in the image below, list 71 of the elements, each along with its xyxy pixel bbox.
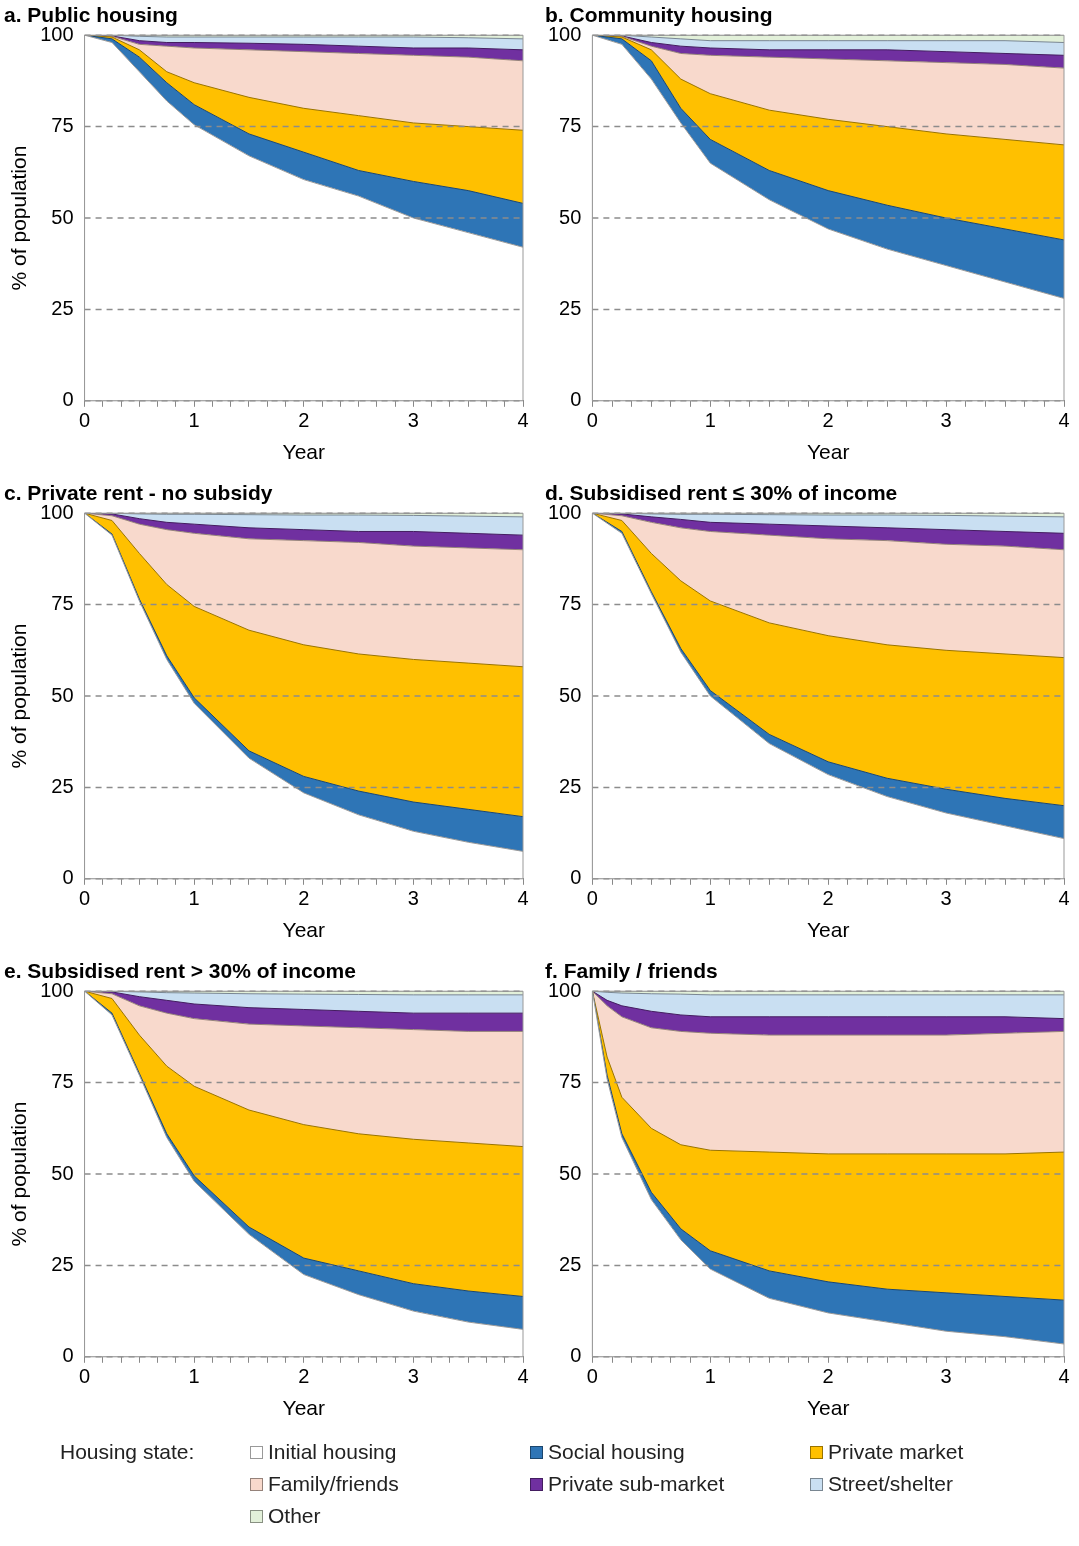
x-tick-label: 1 xyxy=(704,887,716,910)
x-tick-label: 1 xyxy=(188,409,200,432)
x-tick-label: 2 xyxy=(298,1365,310,1388)
x-tick-label: 4 xyxy=(517,1365,529,1388)
x-tick-label: 0 xyxy=(586,887,598,910)
y-tick-label: 0 xyxy=(570,388,582,411)
x-axis-title: Year xyxy=(282,440,325,464)
y-tick-label: 25 xyxy=(559,296,582,319)
x-tick-label: 2 xyxy=(822,1365,834,1388)
legend-label: Street/shelter xyxy=(828,1472,953,1496)
y-tick-label: 25 xyxy=(559,774,582,797)
y-axis-title: % of population xyxy=(7,145,31,291)
x-tick-label: 1 xyxy=(704,1365,716,1388)
y-tick-label: 75 xyxy=(51,114,74,137)
x-tick-label: 2 xyxy=(298,409,310,432)
y-tick-label: 50 xyxy=(559,205,582,228)
x-tick-label: 2 xyxy=(822,409,834,432)
x-tick-label: 4 xyxy=(1058,887,1070,910)
y-tick-label: 25 xyxy=(51,774,74,797)
legend-label: Other xyxy=(268,1504,321,1528)
legend-title: Housing state: xyxy=(60,1440,196,1465)
x-tick-label: 2 xyxy=(822,887,834,910)
x-tick-label: 0 xyxy=(79,409,91,432)
y-tick-label: 50 xyxy=(51,205,74,228)
y-axis-title: % of population xyxy=(7,623,31,769)
x-tick-label: 4 xyxy=(517,887,529,910)
x-tick-label: 4 xyxy=(1058,409,1070,432)
x-tick-label: 0 xyxy=(79,887,91,910)
legend-label: Initial housing xyxy=(268,1440,397,1464)
y-tick-label: 75 xyxy=(51,592,74,615)
y-tick-label: 75 xyxy=(559,1070,582,1093)
x-axis-title: Year xyxy=(282,1396,325,1420)
y-tick-label: 75 xyxy=(559,592,582,615)
legend-label: Private market xyxy=(828,1440,964,1464)
y-tick-label: 25 xyxy=(51,296,74,319)
legend-label: Family/friends xyxy=(268,1472,399,1496)
x-tick-label: 4 xyxy=(517,409,529,432)
x-tick-label: 0 xyxy=(79,1365,91,1388)
legend-label: Social housing xyxy=(548,1440,685,1464)
y-tick-label: 50 xyxy=(559,683,582,706)
y-tick-label: 50 xyxy=(51,683,74,706)
x-tick-label: 3 xyxy=(407,409,419,432)
x-tick-label: 0 xyxy=(586,1365,598,1388)
x-tick-label: 3 xyxy=(940,1365,952,1388)
x-tick-label: 3 xyxy=(940,887,952,910)
y-tick-label: 50 xyxy=(51,1161,74,1184)
x-tick-label: 3 xyxy=(407,887,419,910)
x-tick-label: 3 xyxy=(940,409,952,432)
x-tick-label: 1 xyxy=(704,409,716,432)
x-tick-label: 1 xyxy=(188,1365,200,1388)
x-tick-label: 3 xyxy=(407,1365,419,1388)
x-axis-title: Year xyxy=(282,918,325,942)
y-tick-label: 0 xyxy=(62,1344,74,1367)
legend-label: Private sub-market xyxy=(548,1472,725,1496)
y-tick-label: 0 xyxy=(570,866,582,889)
x-axis-title: Year xyxy=(806,918,850,942)
x-tick-label: 0 xyxy=(586,409,598,432)
y-axis-title: % of population xyxy=(7,1101,31,1247)
y-tick-label: 25 xyxy=(559,1252,582,1275)
x-tick-label: 1 xyxy=(188,887,200,910)
y-tick-label: 25 xyxy=(51,1252,74,1275)
y-tick-label: 75 xyxy=(559,114,582,137)
x-tick-label: 2 xyxy=(298,887,310,910)
x-axis-title: Year xyxy=(806,440,850,464)
y-tick-label: 50 xyxy=(559,1161,582,1184)
y-tick-label: 0 xyxy=(62,388,74,411)
y-tick-label: 0 xyxy=(570,1344,582,1367)
x-axis-title: Year xyxy=(806,1396,850,1420)
y-tick-label: 0 xyxy=(62,866,74,889)
y-tick-label: 75 xyxy=(51,1070,74,1093)
x-tick-label: 4 xyxy=(1058,1365,1070,1388)
